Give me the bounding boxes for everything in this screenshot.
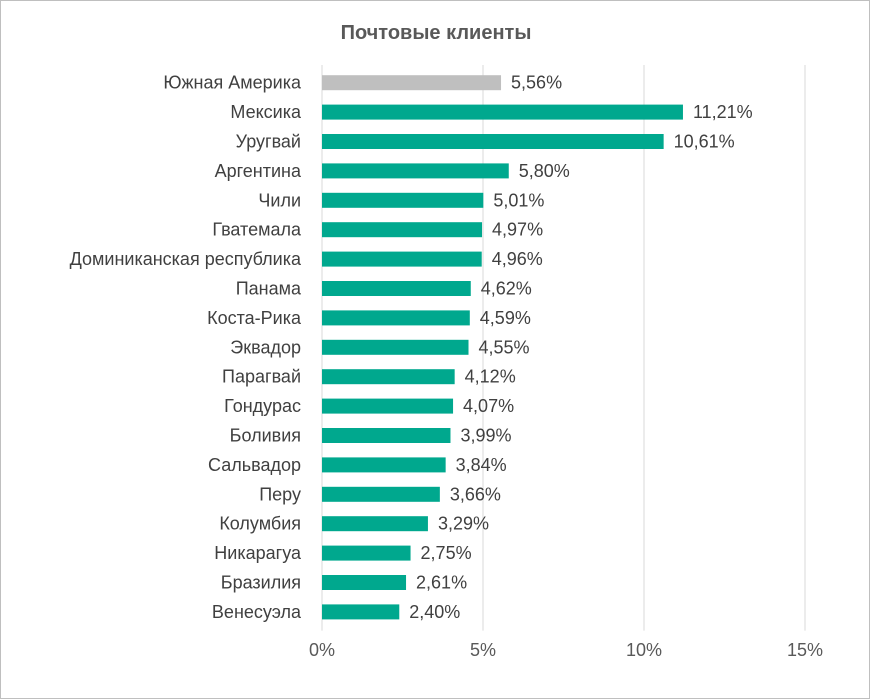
bar	[322, 251, 482, 267]
data-label: 4,07%	[463, 396, 514, 416]
data-label: 3,66%	[450, 484, 501, 504]
data-label: 2,61%	[416, 573, 467, 593]
bar	[322, 222, 483, 238]
x-tick-label: 10%	[626, 640, 662, 660]
chart-title: Почтовые клиенты	[341, 22, 532, 44]
bars	[322, 75, 683, 620]
data-label: 10,61%	[674, 132, 735, 152]
category-label: Колумбия	[219, 514, 301, 534]
bar	[322, 575, 407, 590]
bar	[322, 281, 471, 296]
bar	[322, 192, 484, 208]
category-label: Гондурас	[224, 396, 301, 416]
category-labels: Южная Америка Мексика Уругвай Аргентина Чили…	[70, 73, 302, 622]
bar	[322, 545, 411, 561]
bar	[322, 457, 446, 473]
data-label: 4,97%	[492, 220, 543, 240]
category-label: Аргентина	[215, 161, 302, 181]
category-label: Гватемала	[212, 220, 302, 240]
data-label: 4,62%	[481, 279, 532, 299]
bar	[322, 369, 455, 385]
data-label: 4,96%	[492, 249, 543, 269]
bar	[322, 163, 509, 179]
category-label: Уругвай	[236, 132, 301, 152]
bar	[322, 486, 440, 502]
bar	[322, 310, 470, 326]
x-tick-label: 0%	[309, 640, 335, 660]
category-label: Боливия	[230, 426, 301, 446]
data-label: 4,55%	[479, 337, 530, 357]
data-label: 3,99%	[460, 426, 511, 446]
data-label: 2,40%	[409, 602, 460, 622]
data-label: 3,84%	[456, 455, 507, 475]
data-label: 3,29%	[438, 514, 489, 534]
bar	[322, 398, 454, 414]
bar	[322, 516, 428, 532]
category-label: Коста-Рика	[207, 308, 302, 328]
bar	[322, 339, 469, 355]
data-label: 5,01%	[493, 190, 544, 210]
category-label: Доминиканская республика	[70, 249, 302, 269]
category-label: Сальвадор	[208, 455, 301, 475]
category-label: Никарагуа	[214, 543, 302, 563]
data-label: 11,21%	[693, 102, 753, 122]
data-label: 5,80%	[519, 161, 570, 181]
category-label: Панама	[236, 279, 302, 299]
bar	[322, 428, 451, 443]
category-label: Эквадор	[230, 337, 301, 357]
category-label: Перу	[259, 484, 301, 504]
data-label: 2,75%	[421, 543, 472, 563]
x-axis-ticks: 0% 5% 10% 15%	[309, 640, 823, 660]
category-label: Мексика	[230, 102, 302, 122]
category-label: Венесуэла	[212, 602, 302, 622]
data-label: 4,59%	[480, 308, 531, 328]
category-label: Южная Америка	[163, 73, 302, 93]
bar	[322, 75, 502, 91]
value-labels: 5,56% 11,21% 10,61% 5,80% 5,01% 4,97% 4,96% 4,6…	[409, 73, 752, 622]
bar	[322, 104, 683, 120]
category-label: Чили	[258, 190, 301, 210]
data-label: 5,56%	[511, 73, 562, 93]
bar	[322, 604, 400, 620]
x-tick-label: 15%	[787, 640, 823, 660]
data-label: 4,12%	[465, 367, 516, 387]
category-label: Бразилия	[221, 573, 301, 593]
x-tick-label: 5%	[470, 640, 496, 660]
bar	[322, 134, 664, 149]
category-label: Парагвай	[222, 367, 301, 387]
